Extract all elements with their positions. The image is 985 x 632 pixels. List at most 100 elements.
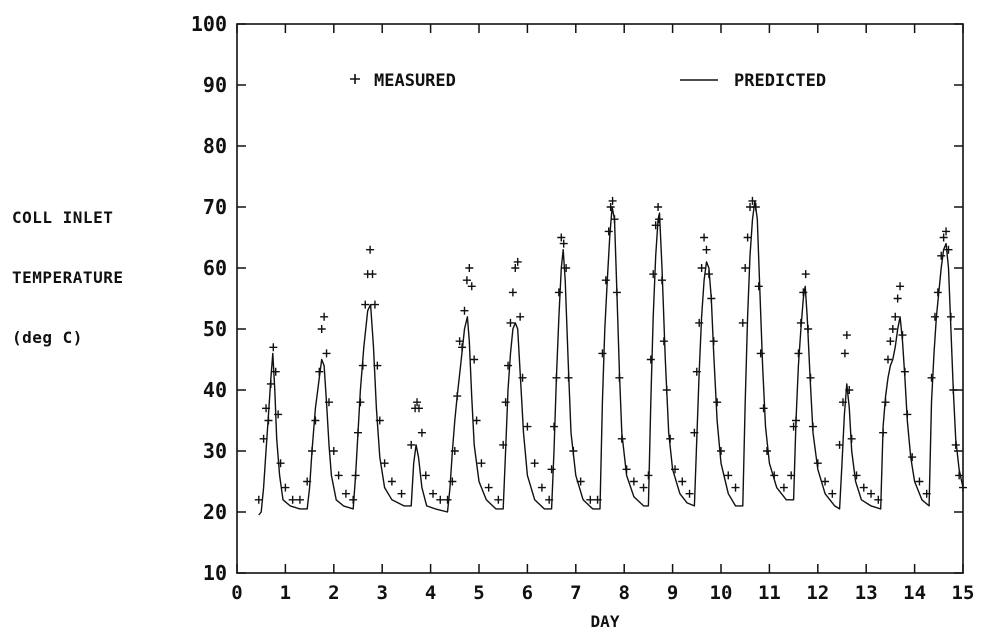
measured-point xyxy=(898,331,907,340)
x-tick-label: 0 xyxy=(231,582,242,604)
measured-point xyxy=(690,428,699,437)
y-tick-label: 20 xyxy=(203,500,227,524)
measured-point xyxy=(646,355,655,364)
measured-point xyxy=(717,447,725,455)
measured-point xyxy=(508,288,517,297)
measured-point xyxy=(506,318,515,327)
measured-point xyxy=(513,257,522,266)
measured-point xyxy=(835,440,844,449)
measured-point xyxy=(358,361,367,370)
measured-point xyxy=(657,276,666,285)
measured-point xyxy=(891,312,900,321)
measured-point xyxy=(311,416,320,425)
measured-point xyxy=(458,343,467,352)
measured-point xyxy=(295,495,304,504)
measured-point xyxy=(276,459,285,468)
measured-point xyxy=(448,477,457,486)
measured-point xyxy=(888,325,897,333)
measured-point xyxy=(370,300,379,309)
measured-point xyxy=(615,373,624,382)
measured-point xyxy=(537,483,546,492)
measured-point xyxy=(951,440,960,449)
measured-point xyxy=(264,416,273,425)
measured-point xyxy=(695,318,704,327)
measured-point xyxy=(604,227,613,236)
y-tick-label: 10 xyxy=(203,561,227,585)
measured-point xyxy=(274,410,283,419)
measured-point xyxy=(704,270,713,279)
measured-point xyxy=(308,447,317,455)
x-axis-label: DAY xyxy=(591,612,620,631)
measured-point xyxy=(504,361,513,370)
measured-point xyxy=(523,422,532,431)
measured-point xyxy=(838,398,847,407)
measured-point xyxy=(743,233,752,242)
measured-point xyxy=(724,471,733,480)
measured-point xyxy=(662,386,671,394)
measured-point xyxy=(654,203,663,211)
measured-point xyxy=(649,270,658,279)
measured-point xyxy=(429,489,438,498)
measured-point xyxy=(933,288,942,297)
x-tick-label: 4 xyxy=(425,582,436,604)
plot-frame xyxy=(236,23,964,574)
measured-point xyxy=(569,447,578,455)
measured-point xyxy=(845,386,854,394)
measured-point xyxy=(281,483,290,492)
measured-point xyxy=(644,471,653,480)
x-tick-label: 15 xyxy=(952,582,975,604)
measured-point xyxy=(959,483,967,492)
measured-point xyxy=(813,459,822,468)
measured-point xyxy=(939,233,948,242)
measured-point xyxy=(792,416,801,425)
measured-point xyxy=(622,465,631,474)
measured-point xyxy=(329,447,338,455)
measured-point xyxy=(840,349,849,358)
measured-point xyxy=(770,471,779,480)
measured-point xyxy=(598,349,607,358)
measured-point xyxy=(397,489,406,498)
measured-point xyxy=(946,312,955,321)
measured-point xyxy=(751,203,760,211)
measured-point xyxy=(586,495,595,504)
y-tick-label: 90 xyxy=(203,73,227,97)
measured-point xyxy=(908,453,917,462)
measured-point xyxy=(886,337,895,346)
measured-point xyxy=(821,477,830,486)
measured-point xyxy=(499,440,508,449)
measured-point xyxy=(754,282,763,291)
measured-point xyxy=(900,367,909,376)
measured-point xyxy=(317,325,326,333)
measured-point xyxy=(562,264,571,272)
measured-point xyxy=(731,483,740,492)
measured-point xyxy=(322,349,331,358)
measured-point xyxy=(762,447,771,455)
measured-point xyxy=(315,367,324,376)
measured-point xyxy=(349,495,358,504)
measured-point xyxy=(455,337,464,346)
measured-point xyxy=(375,416,384,425)
measured-point xyxy=(516,312,525,321)
measured-point xyxy=(789,422,798,431)
y-axis-label-line-3: (deg C) xyxy=(12,328,83,347)
measured-point xyxy=(759,404,768,413)
measured-point xyxy=(617,434,626,443)
measured-point xyxy=(593,495,602,504)
measured-point xyxy=(828,489,837,498)
y-tick-label: 40 xyxy=(203,378,227,402)
measured-point xyxy=(557,233,566,242)
measured-point xyxy=(685,489,694,498)
measured-point xyxy=(671,465,680,474)
measured-point xyxy=(893,294,902,303)
measured-point xyxy=(787,471,796,480)
x-tick-label: 12 xyxy=(806,582,829,604)
measured-point xyxy=(942,227,951,236)
measured-point xyxy=(259,434,268,443)
legend-label-predicted: PREDICTED xyxy=(734,71,826,91)
x-tick-label: 1 xyxy=(280,582,291,604)
measured-point xyxy=(414,404,423,413)
measured-point xyxy=(320,312,329,321)
measured-point xyxy=(709,337,718,346)
measured-point xyxy=(801,270,810,279)
measured-point xyxy=(262,404,271,413)
